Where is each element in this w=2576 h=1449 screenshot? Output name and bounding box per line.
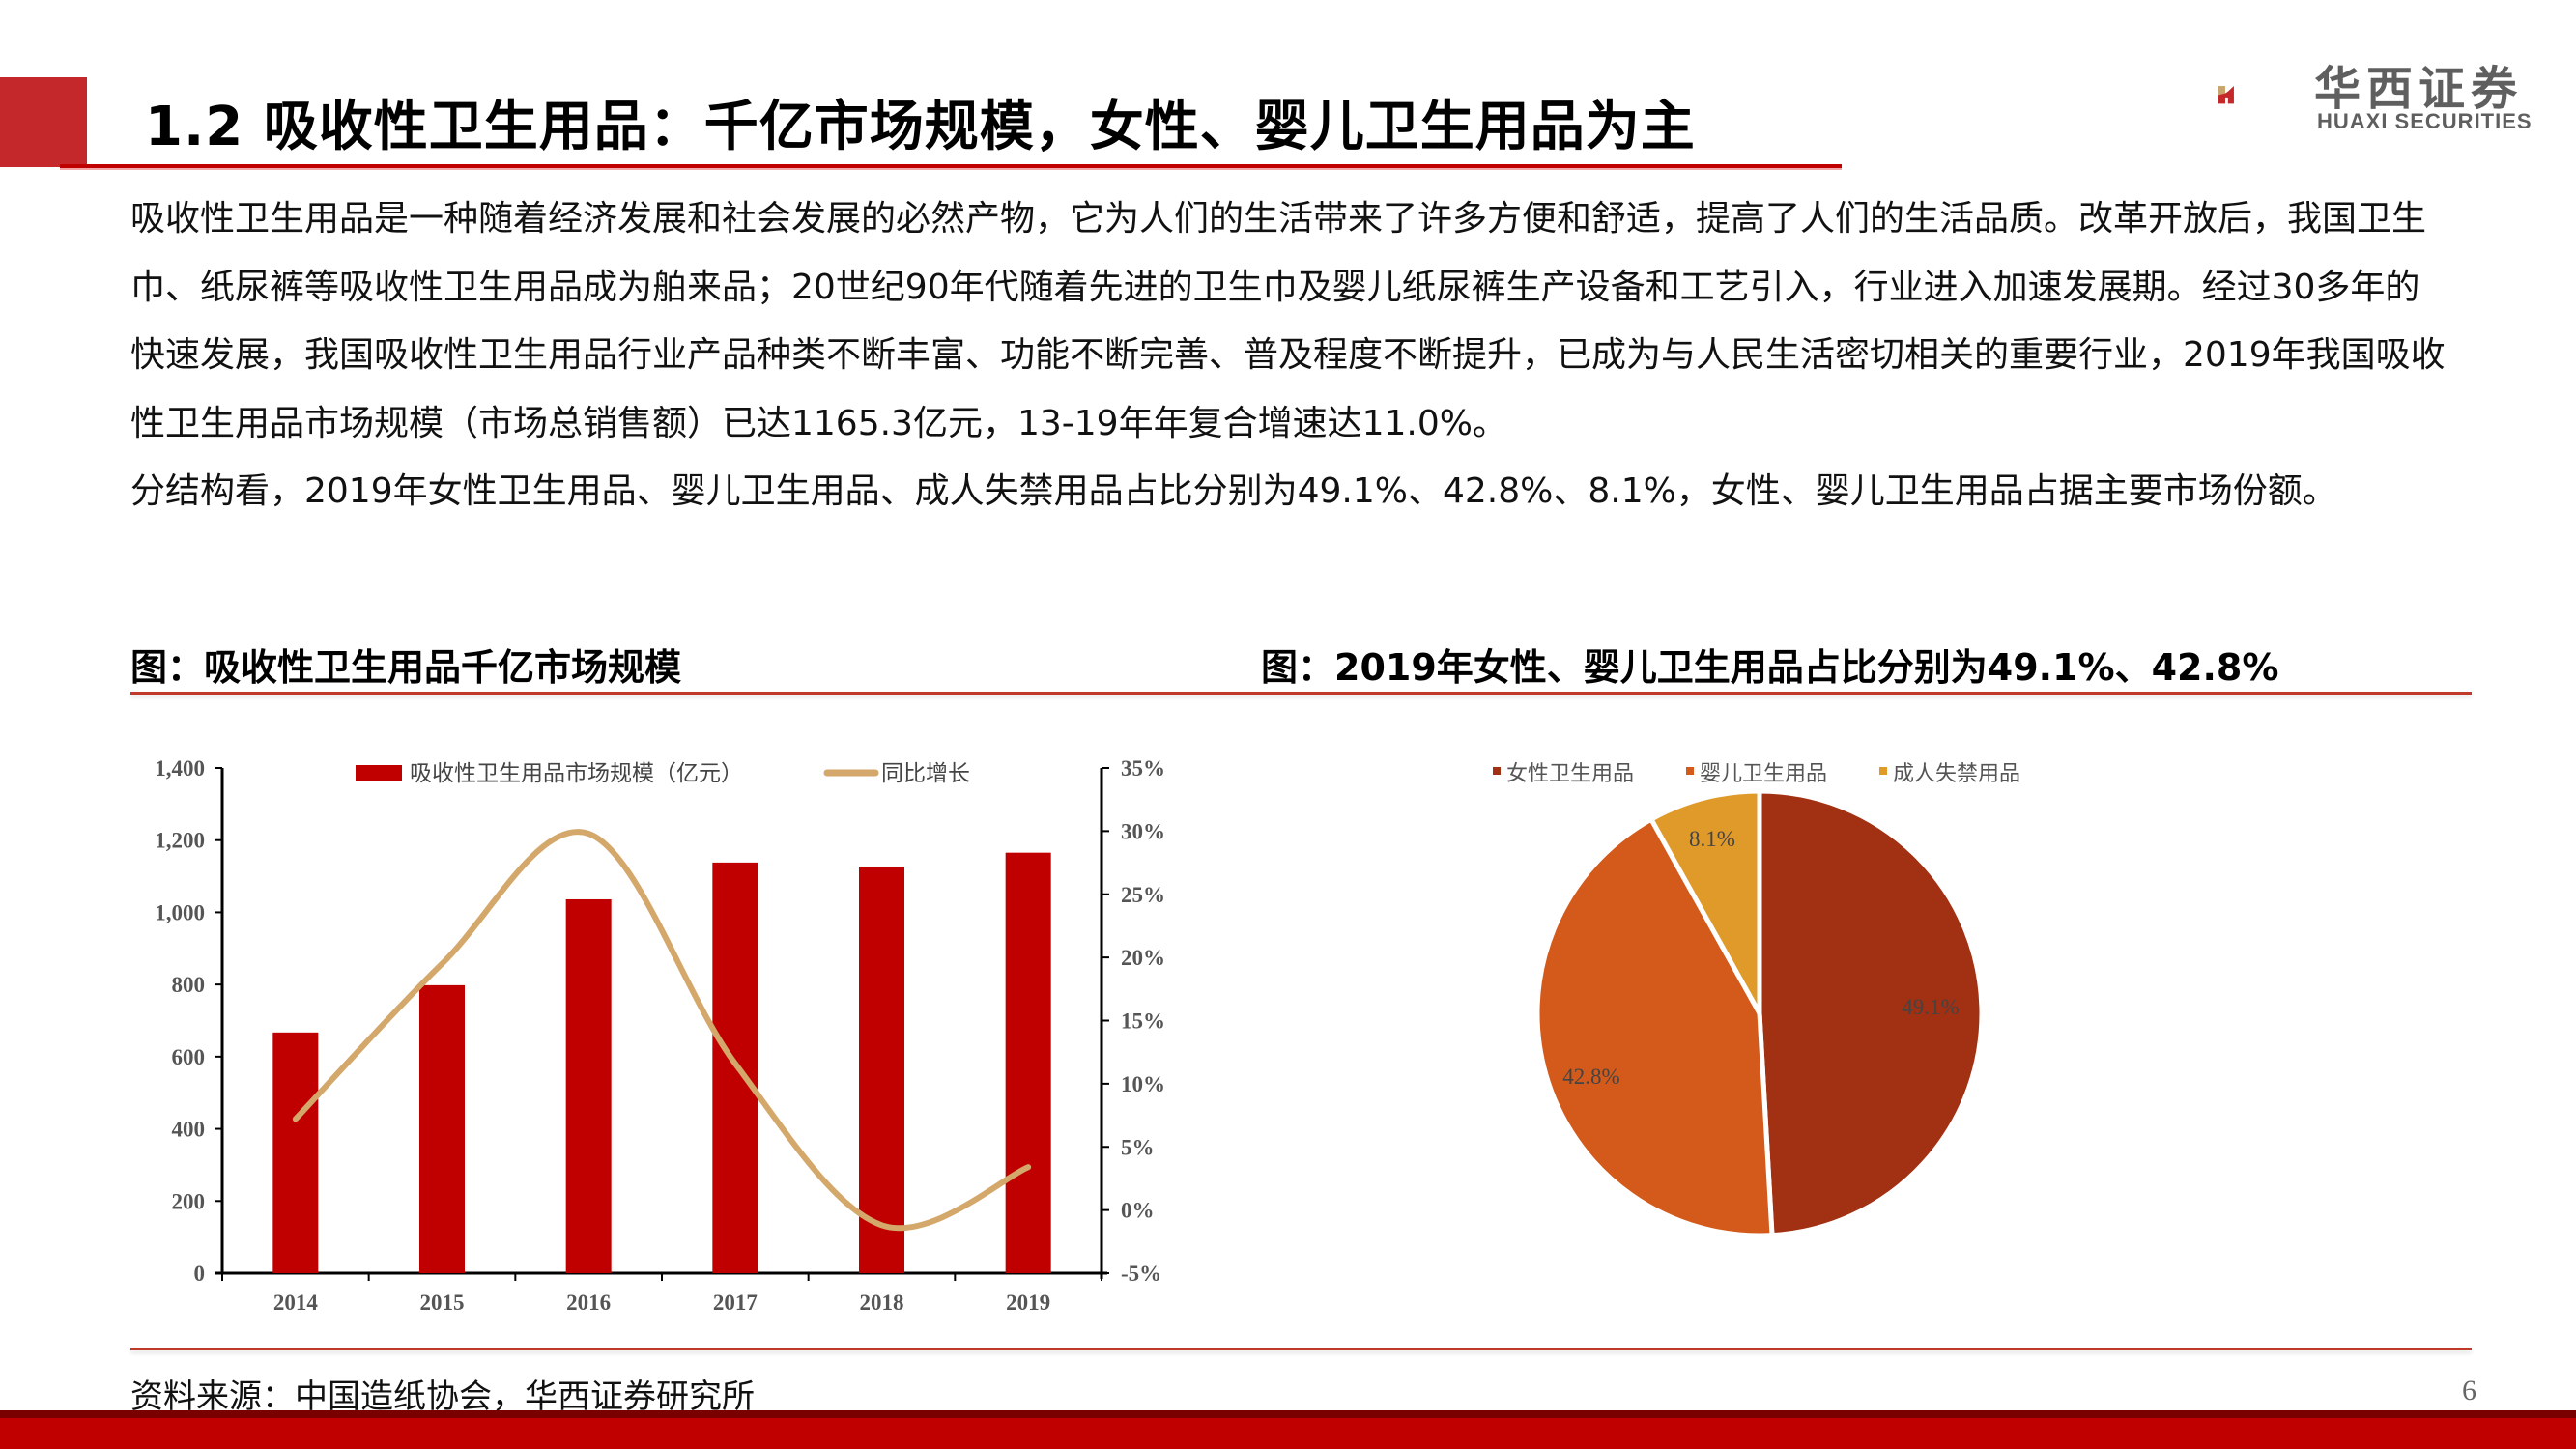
growth-line bbox=[292, 829, 1032, 1232]
x-axis-tick-label: 2015 bbox=[420, 1291, 465, 1315]
bar-2014 bbox=[272, 1032, 319, 1273]
page-title: 1.2 吸收性卫生用品：千亿市场规模，女性、婴儿卫生用品为主 bbox=[145, 96, 1696, 158]
right-axis-tick-label: 20% bbox=[1121, 946, 1165, 970]
page-number: 6 bbox=[2462, 1375, 2476, 1406]
right-axis-tick-label: 10% bbox=[1121, 1072, 1165, 1096]
bar-2016 bbox=[565, 898, 612, 1273]
legend-label-market-size: 吸收性卫生用品市场规模（亿元） bbox=[410, 761, 743, 785]
legend-label-growth: 同比增长 bbox=[881, 761, 970, 785]
left-axis-tick-label: 200 bbox=[172, 1189, 206, 1213]
right-axis-tick-label: 25% bbox=[1121, 883, 1165, 907]
bar-2018 bbox=[859, 866, 904, 1273]
left-axis-tick-label: 1,000 bbox=[155, 900, 205, 924]
paragraph-2: 分结构看，2019年女性卫生用品、婴儿卫生用品、成人失禁用品占比分别为49.1%… bbox=[130, 471, 2337, 511]
right-axis-tick-label: -5% bbox=[1121, 1262, 1161, 1286]
right-axis-tick-label: 5% bbox=[1121, 1135, 1155, 1159]
figure-title-rule bbox=[130, 692, 2472, 695]
left-axis-tick-label: 600 bbox=[172, 1045, 206, 1069]
pie-slice-0 bbox=[1757, 788, 1985, 1238]
left-axis-tick-label: 400 bbox=[172, 1118, 206, 1142]
body-text: 吸收性卫生用品是一种随着经济发展和社会发展的必然产物，它为人们的生活带来了许多方… bbox=[130, 185, 2449, 526]
legend-label: 成人失禁用品 bbox=[1893, 761, 2020, 785]
x-axis-tick-label: 2016 bbox=[566, 1291, 611, 1315]
right-axis-tick-label: 0% bbox=[1121, 1199, 1155, 1223]
bar-2015 bbox=[419, 984, 465, 1273]
source-rule bbox=[130, 1348, 2472, 1350]
legend-swatch-market-size bbox=[356, 765, 402, 781]
paragraph-1: 吸收性卫生用品是一种随着经济发展和社会发展的必然产物，它为人们的生活带来了许多方… bbox=[130, 199, 2446, 443]
source-note: 资料来源：中国造纸协会，华西证券研究所 bbox=[130, 1378, 755, 1416]
huaxi-logo-icon bbox=[2218, 86, 2234, 104]
logo-text-en: HUAXI SECURITIES bbox=[2317, 109, 2533, 133]
bar-chart-plot: 0 200 400 600 800 1,000 1,200 1,400 -5% 0% 5% 10% 15… bbox=[155, 756, 1165, 1315]
legend-swatch bbox=[1879, 767, 1887, 775]
figure-title-market-size: 图：吸收性卫生用品千亿市场规模 bbox=[130, 646, 682, 689]
logo-text-cn: 华西证券 bbox=[2314, 62, 2524, 116]
legend-label: 女性卫生用品 bbox=[1506, 761, 1634, 785]
right-axis-tick-label: 35% bbox=[1121, 756, 1165, 781]
header-rule bbox=[60, 164, 1842, 170]
share-pie-chart: 49.1% 42.8% 8.1% 女性卫生用品 婴儿卫生用品 成人失禁用品 bbox=[1493, 761, 2020, 1238]
pie-label: 42.8% bbox=[1562, 1065, 1619, 1089]
figure-title-share: 图：2019年女性、婴儿卫生用品占比分别为49.1%、42.8% bbox=[1261, 646, 2279, 689]
legend-swatch bbox=[1686, 767, 1694, 775]
pie-chart-plot: 49.1% 42.8% 8.1% 女性卫生用品 婴儿卫生用品 成人失禁用品 bbox=[1493, 761, 2020, 1238]
left-axis-tick-label: 0 bbox=[194, 1262, 206, 1286]
header-accent-block bbox=[0, 77, 87, 167]
footer-band bbox=[0, 1410, 2576, 1449]
left-axis-tick-label: 800 bbox=[172, 973, 206, 997]
pie-label: 49.1% bbox=[1902, 995, 1959, 1019]
market-size-chart: 0 200 400 600 800 1,000 1,200 1,400 -5% 0% 5% 10% 15… bbox=[155, 756, 1165, 1315]
left-axis-tick-label: 1,400 bbox=[155, 756, 205, 781]
x-axis-tick-label: 2014 bbox=[273, 1291, 319, 1315]
x-axis-tick-label: 2017 bbox=[713, 1291, 758, 1315]
bar-2019 bbox=[1005, 852, 1051, 1273]
pie-slice-1 bbox=[1534, 815, 1775, 1238]
x-axis-tick-label: 2018 bbox=[860, 1291, 904, 1315]
pie-label: 8.1% bbox=[1689, 827, 1735, 851]
x-axis-tick-label: 2019 bbox=[1006, 1291, 1050, 1315]
right-axis-tick-label: 30% bbox=[1121, 819, 1165, 843]
legend-swatch bbox=[1493, 767, 1501, 775]
right-axis-tick-label: 15% bbox=[1121, 1009, 1165, 1034]
pie-slice-2 bbox=[1647, 788, 1762, 1023]
left-axis-tick-label: 1,200 bbox=[155, 829, 205, 853]
legend-label: 婴儿卫生用品 bbox=[1700, 761, 1827, 785]
